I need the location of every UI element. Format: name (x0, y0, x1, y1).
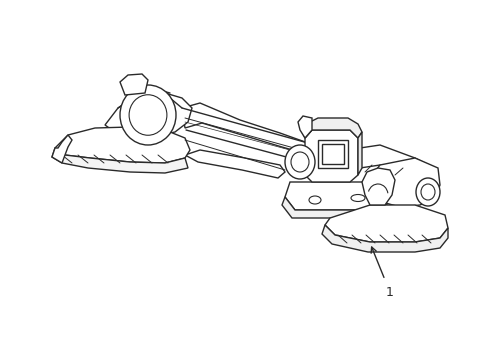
Ellipse shape (290, 152, 308, 172)
Ellipse shape (308, 196, 320, 204)
Polygon shape (302, 118, 361, 138)
Polygon shape (55, 127, 190, 163)
Polygon shape (285, 182, 389, 210)
Polygon shape (105, 93, 192, 136)
Polygon shape (305, 130, 357, 182)
Polygon shape (317, 140, 347, 168)
Polygon shape (325, 205, 447, 242)
Polygon shape (321, 144, 343, 164)
Ellipse shape (120, 85, 176, 145)
Ellipse shape (415, 178, 439, 206)
Polygon shape (184, 150, 285, 178)
Ellipse shape (129, 95, 166, 135)
Polygon shape (52, 148, 187, 173)
Ellipse shape (420, 184, 434, 200)
Polygon shape (321, 225, 447, 252)
Polygon shape (357, 132, 361, 175)
Text: 1: 1 (385, 285, 393, 298)
Polygon shape (182, 103, 309, 155)
Polygon shape (297, 116, 311, 138)
Polygon shape (120, 74, 148, 95)
Polygon shape (52, 135, 72, 163)
Ellipse shape (285, 145, 314, 179)
Polygon shape (369, 158, 439, 207)
Polygon shape (361, 168, 394, 205)
Ellipse shape (350, 194, 364, 202)
Polygon shape (282, 195, 389, 218)
Polygon shape (359, 145, 434, 180)
